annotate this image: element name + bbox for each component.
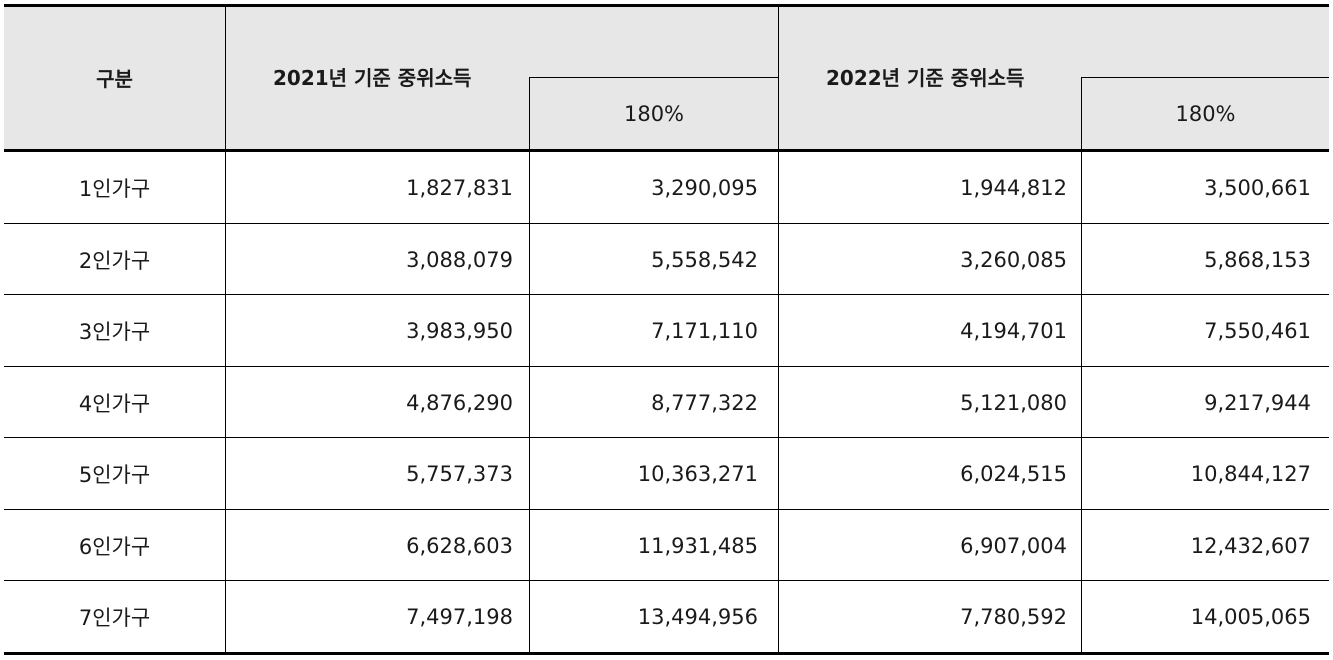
cell-2022-median: 7,780,592 [960,604,1067,629]
row-divider [4,580,1329,581]
subheader-divider-2022 [1082,77,1329,78]
cell-2022-median: 1,944,812 [960,175,1067,200]
cell-2022-median: 5,121,080 [960,390,1067,415]
cell-2021-median: 4,876,290 [406,390,513,415]
cell-2021-median: 7,497,198 [406,604,513,629]
row-divider [4,366,1329,367]
cell-2022-median: 3,260,085 [960,247,1067,272]
cell-2022-median: 4,194,701 [960,318,1067,343]
cell-2021-median: 3,983,950 [406,318,513,343]
column-divider [225,4,226,655]
bottom-border [4,652,1329,655]
cell-2021-median: 3,088,079 [406,247,513,272]
cell-2021-180pct: 3,290,095 [651,175,758,200]
row-label: 2인가구 [78,248,151,273]
row-label: 4인가구 [78,391,151,416]
header-bottom-border [4,149,1329,152]
row-divider [4,223,1329,224]
column-divider [1081,77,1082,655]
cell-2021-180pct: 7,171,110 [651,318,758,343]
row-divider [4,509,1329,510]
cell-2021-180pct: 11,931,485 [637,533,758,558]
row-label: 1인가구 [78,176,151,201]
row-label: 7인가구 [78,605,151,630]
row-label: 3인가구 [78,319,151,344]
header-group-2022: 2022년 기준 중위소득 [826,65,1025,90]
cell-2022-180pct: 12,432,607 [1190,533,1311,558]
subheader-divider-2021 [530,77,778,78]
cell-2022-180pct: 3,500,661 [1204,175,1311,200]
cell-2021-180pct: 13,494,956 [637,604,758,629]
cell-2021-median: 5,757,373 [406,461,513,486]
row-label: 5인가구 [78,462,151,487]
header-pct-2022: 180% [1175,102,1236,126]
cell-2021-180pct: 10,363,271 [637,461,758,486]
cell-2022-180pct: 9,217,944 [1204,390,1311,415]
header-pct-2021: 180% [623,102,685,126]
column-divider [529,77,530,655]
header-category: 구분 [96,66,133,91]
cell-2021-median: 6,628,603 [406,533,513,558]
cell-2022-180pct: 7,550,461 [1204,318,1311,343]
median-income-table: 구분 2021년 기준 중위소득 180% 2022년 기준 중위소득 180%… [4,4,1329,655]
cell-2021-180pct: 8,777,322 [651,390,758,415]
cell-2022-180pct: 14,005,065 [1190,604,1311,629]
cell-2021-median: 1,827,831 [406,175,513,200]
cell-2022-median: 6,024,515 [960,461,1067,486]
cell-2022-median: 6,907,004 [960,533,1067,558]
column-divider [778,4,779,655]
row-divider [4,294,1329,295]
cell-2021-180pct: 5,558,542 [651,247,758,272]
header-group-2021: 2021년 기준 중위소득 [273,65,472,90]
cell-2022-180pct: 5,868,153 [1204,247,1311,272]
row-divider [4,437,1329,438]
row-label: 6인가구 [78,534,151,559]
top-border [4,4,1329,7]
cell-2022-180pct: 10,844,127 [1190,461,1311,486]
